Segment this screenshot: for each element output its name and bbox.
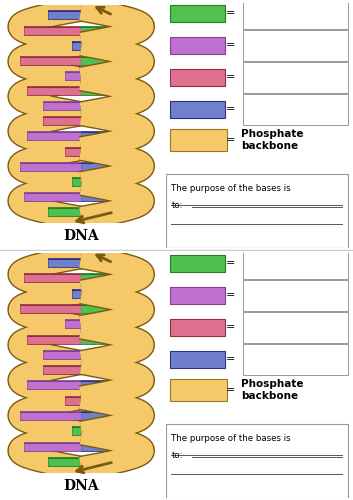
- Bar: [169, 100, 225, 117]
- Text: to:: to:: [172, 201, 183, 210]
- Text: =: =: [226, 290, 235, 300]
- Text: backbone: backbone: [241, 391, 298, 401]
- Bar: [243, 62, 348, 92]
- Bar: [243, 94, 348, 124]
- Bar: [169, 128, 227, 151]
- Bar: [243, 30, 348, 61]
- Bar: [169, 5, 225, 22]
- Text: =: =: [226, 72, 235, 82]
- Bar: [243, 0, 348, 29]
- Text: =: =: [226, 40, 235, 50]
- Text: The purpose of the bases is: The purpose of the bases is: [172, 434, 291, 443]
- Bar: [169, 318, 225, 336]
- Text: =: =: [226, 134, 235, 144]
- Text: Phosphate: Phosphate: [241, 128, 304, 138]
- Bar: [243, 312, 348, 342]
- Text: =: =: [226, 354, 235, 364]
- Text: The purpose of the bases is: The purpose of the bases is: [172, 184, 291, 193]
- Bar: [169, 350, 225, 368]
- Bar: [169, 287, 225, 304]
- Bar: [243, 344, 348, 374]
- Bar: [169, 378, 227, 401]
- Text: Phosphate: Phosphate: [241, 378, 304, 388]
- Bar: [243, 248, 348, 279]
- Bar: [243, 280, 348, 311]
- Text: =: =: [226, 322, 235, 332]
- Bar: [169, 37, 225, 54]
- Bar: [169, 68, 225, 86]
- Bar: [166, 424, 348, 498]
- Text: backbone: backbone: [241, 141, 298, 151]
- Bar: [166, 174, 348, 248]
- Text: =: =: [226, 258, 235, 268]
- Text: to:: to:: [172, 451, 183, 460]
- Text: =: =: [226, 104, 235, 114]
- Bar: [169, 255, 225, 272]
- Text: DNA: DNA: [64, 229, 99, 244]
- Text: =: =: [226, 8, 235, 18]
- Text: =: =: [226, 384, 235, 394]
- Text: DNA: DNA: [64, 479, 99, 493]
